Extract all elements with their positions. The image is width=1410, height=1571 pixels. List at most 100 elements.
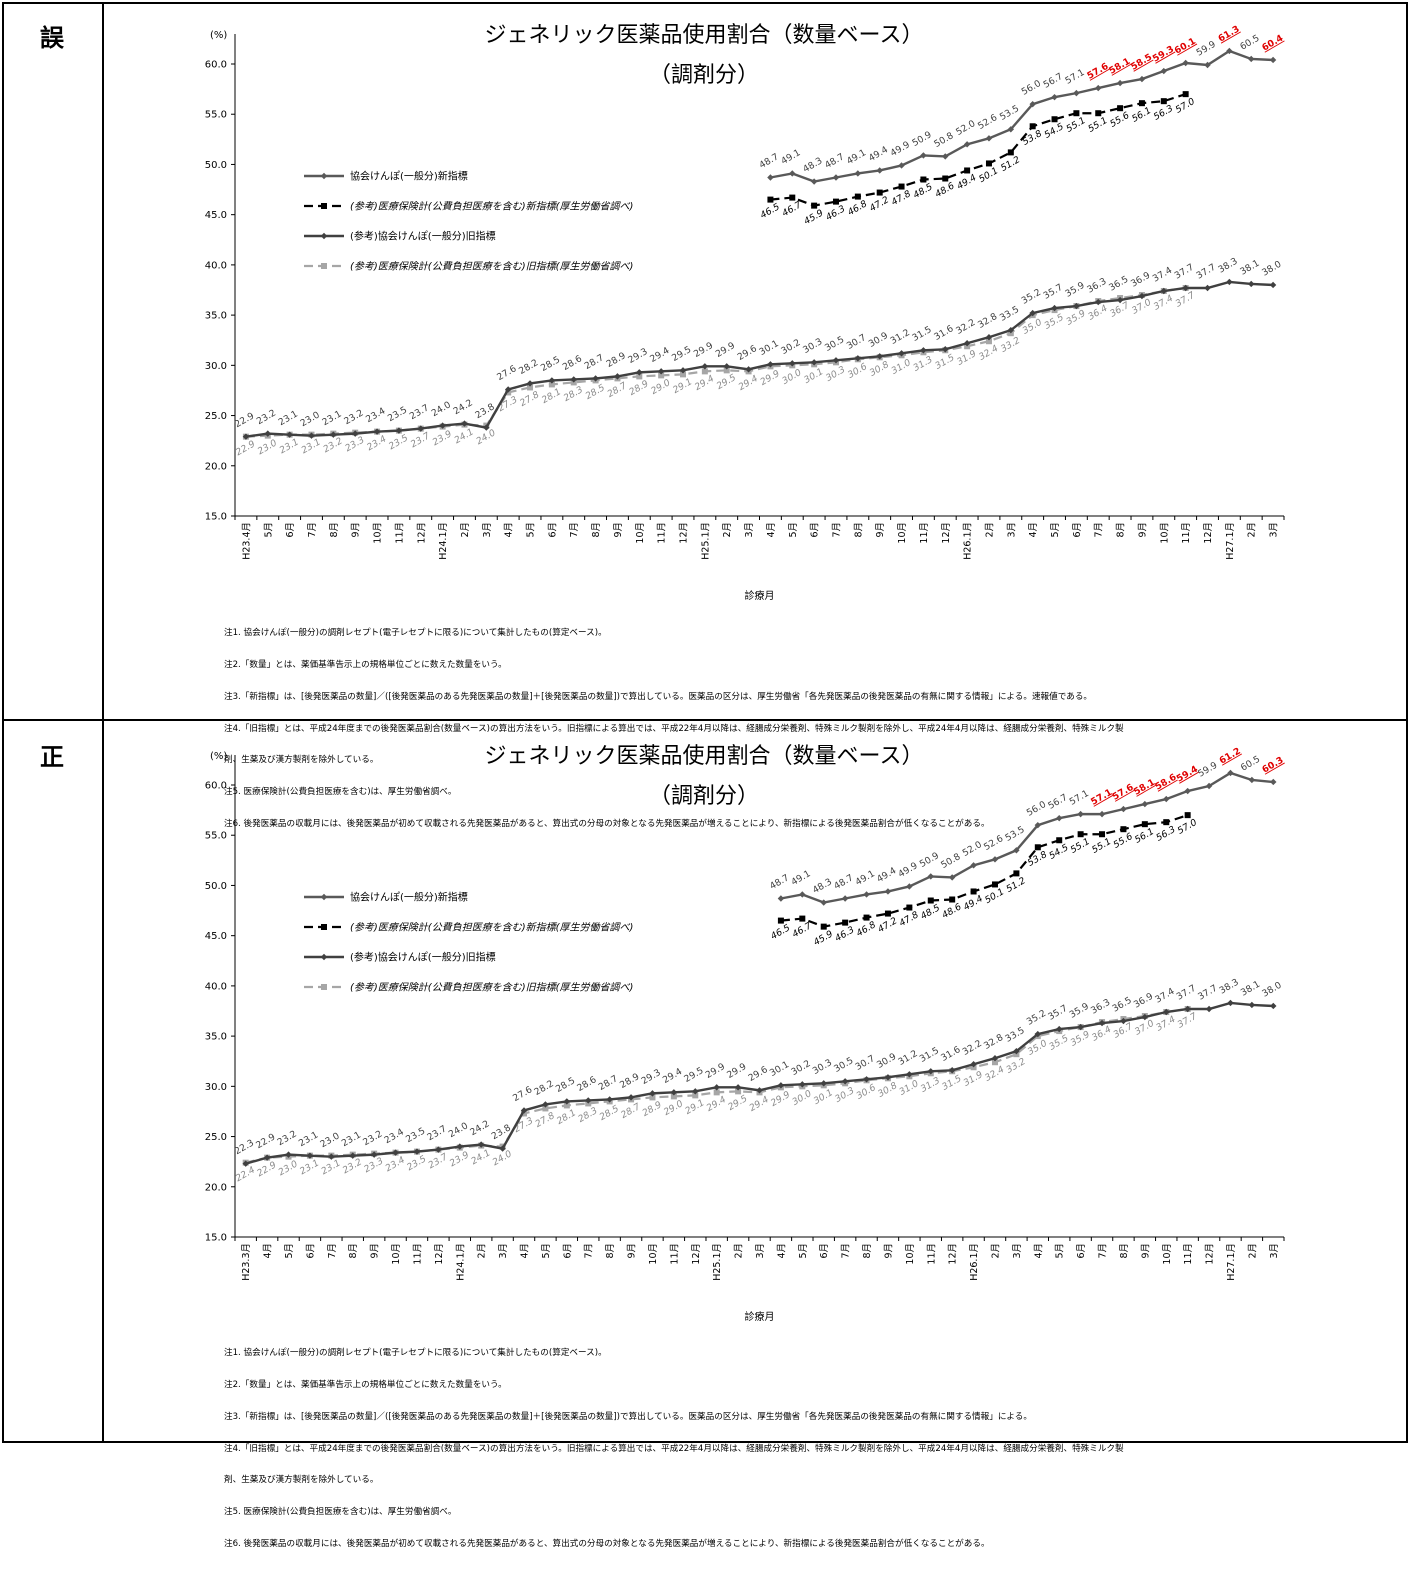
data-label: 49.9	[896, 860, 919, 880]
x-tick-label: 7月	[1098, 1243, 1109, 1259]
data-label: 23.4	[384, 1154, 407, 1174]
data-label: 38.3	[1217, 977, 1240, 997]
data-label: 48.5	[919, 902, 942, 922]
data-point	[863, 891, 870, 898]
data-point	[789, 360, 796, 367]
data-point	[1051, 304, 1058, 312]
data-label: 51.2	[1004, 875, 1027, 895]
data-point	[832, 174, 840, 181]
data-label: 38.0	[1260, 980, 1283, 1000]
y-tick-label: 55.0	[205, 110, 227, 121]
data-point	[1116, 79, 1124, 87]
data-label: 47.8	[897, 909, 920, 929]
y-tick-label: 25.0	[205, 411, 227, 422]
x-tick-label: 9月	[883, 1243, 894, 1259]
x-tick-label: 4月	[504, 522, 515, 538]
data-label: 36.9	[1132, 991, 1155, 1011]
note-line: 注6. 後発医薬品の収載月には、後発医薬品が初めて収載される先発医薬品があると、…	[224, 1538, 990, 1549]
data-point	[1205, 1005, 1213, 1013]
data-point	[1184, 812, 1191, 819]
data-label: 45.9	[802, 207, 825, 227]
data-point	[1226, 278, 1233, 286]
note-line: 注4.「旧指標」とは、平成24年度までの後発医薬品割合(数量ベース)の算出方法を…	[224, 723, 1124, 734]
data-label: 22.3	[233, 1137, 256, 1157]
y-tick-label: 60.0	[205, 781, 227, 792]
data-label: 30.2	[779, 337, 802, 357]
data-point	[927, 1068, 934, 1075]
data-label: 46.8	[846, 198, 869, 218]
series-line	[780, 771, 1274, 904]
data-label: 31.0	[890, 357, 913, 377]
series-3: 22.322.923.223.123.023.123.223.423.523.7…	[233, 977, 1284, 1167]
data-point	[1013, 870, 1020, 877]
data-point	[854, 170, 862, 177]
data-label: 23.1	[298, 1157, 321, 1177]
data-label: 29.4	[748, 1094, 771, 1114]
data-label: 29.9	[692, 340, 715, 360]
data-label: 60.5	[1239, 754, 1262, 774]
data-point	[735, 1088, 742, 1095]
x-tick-label: 11月	[657, 522, 668, 544]
data-label: 56.7	[1042, 71, 1065, 91]
data-label: 32.4	[983, 1064, 1006, 1084]
x-tick-label: 12月	[1205, 1243, 1216, 1265]
data-point	[456, 1143, 463, 1150]
x-tick-label: 6月	[285, 522, 296, 538]
note-line: 注6. 後発医薬品の収載月には、後発医薬品が初めて収載される先発医薬品があると、…	[224, 818, 990, 829]
data-point	[789, 194, 796, 201]
x-tick-label: 10月	[391, 1243, 402, 1265]
data-label: 37.7	[1176, 1011, 1199, 1031]
note-line: 剤、生薬及び漢方製剤を除外している。	[224, 1475, 379, 1486]
data-label: 28.9	[604, 350, 627, 370]
x-tick-label: 10月	[648, 1243, 659, 1265]
x-tick-label: 2月	[722, 522, 733, 538]
y-tick-label: 50.0	[205, 160, 227, 171]
data-label: 28.9	[627, 378, 650, 398]
x-tick-label: 7月	[1094, 522, 1105, 538]
data-point	[1269, 56, 1277, 64]
data-point	[777, 895, 785, 902]
data-point	[1073, 110, 1080, 117]
data-point	[832, 357, 840, 364]
data-label: 60.3	[1260, 755, 1285, 776]
data-point	[876, 189, 883, 196]
data-point	[920, 152, 927, 159]
data-label: 30.3	[833, 1085, 856, 1105]
y-tick-label: 30.0	[205, 1082, 227, 1093]
x-tick-label: 7月	[841, 1243, 852, 1259]
data-label: 23.5	[386, 404, 409, 424]
data-label: 35.2	[1025, 1008, 1048, 1028]
data-label: 30.0	[780, 367, 803, 387]
x-tick-label: 3月	[1269, 522, 1280, 538]
data-point	[1077, 831, 1084, 838]
data-label: 23.2	[341, 1156, 364, 1176]
x-tick-label: 9月	[370, 1243, 381, 1259]
series-4: 22.422.923.023.123.123.223.323.423.523.7…	[234, 1005, 1199, 1184]
x-tick-label: 5月	[284, 1243, 295, 1259]
series-3: 22.923.223.123.023.123.223.423.523.724.0…	[233, 256, 1283, 440]
data-label: 52.0	[954, 118, 977, 138]
data-label: 29.1	[671, 376, 694, 396]
data-point	[1051, 93, 1058, 101]
x-tick-label: 2月	[1247, 522, 1258, 538]
data-label: 31.5	[910, 324, 933, 344]
data-point	[767, 361, 774, 368]
data-point	[927, 897, 934, 904]
data-point	[264, 430, 271, 437]
data-label: 61.3	[1216, 24, 1241, 45]
data-label: 29.9	[725, 1061, 748, 1081]
data-label: 60.1	[1173, 36, 1198, 57]
data-label: 37.7	[1175, 983, 1198, 1003]
data-label: 50.1	[983, 886, 1006, 906]
data-label: 30.9	[867, 330, 890, 350]
x-tick-label: 9月	[1140, 1243, 1151, 1259]
x-tick-label: H25.1月	[712, 1243, 723, 1281]
data-label: 29.0	[649, 377, 672, 397]
data-point	[636, 369, 643, 376]
data-label: 55.1	[1064, 115, 1087, 135]
data-label: 35.9	[1063, 280, 1086, 300]
data-label: 23.7	[426, 1151, 449, 1171]
data-point	[948, 1067, 956, 1074]
legend-label: (参考)医療保険計(公費負担医療を含む)旧指標(厚生労働省調べ)	[350, 261, 633, 273]
data-label: 56.1	[1133, 826, 1156, 846]
